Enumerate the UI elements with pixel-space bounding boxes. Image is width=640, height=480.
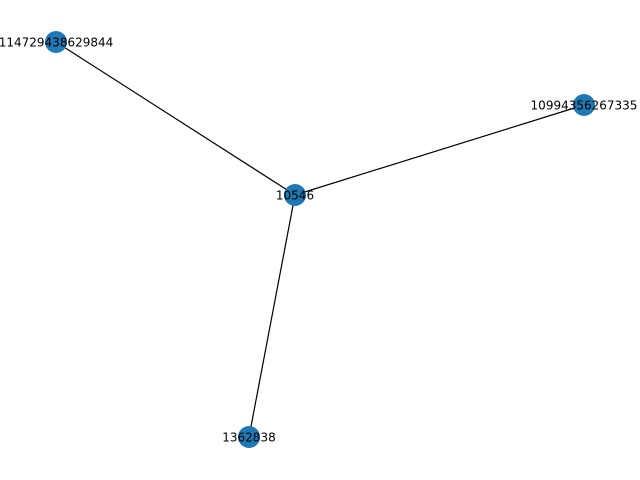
node-label-10994356267335: 10994356267335 [531, 99, 638, 113]
edge-10546-1362838 [248, 194, 296, 438]
node-114729438629844 [45, 31, 67, 53]
edges-layer [55, 41, 585, 438]
node-label-1362838: 1362838 [222, 431, 275, 445]
labels-layer: 114729438629844 10994356267335 10546 136283… [0, 36, 637, 445]
edge-10546-114729438629844 [55, 41, 296, 196]
nodes-layer [45, 31, 595, 448]
node-label-114729438629844: 114729438629844 [0, 36, 113, 50]
node-1362838 [238, 426, 260, 448]
node-10546 [284, 184, 306, 206]
edge-10546-10994356267335 [294, 104, 585, 196]
node-label-10546: 10546 [276, 189, 314, 203]
node-10994356267335 [573, 94, 595, 116]
